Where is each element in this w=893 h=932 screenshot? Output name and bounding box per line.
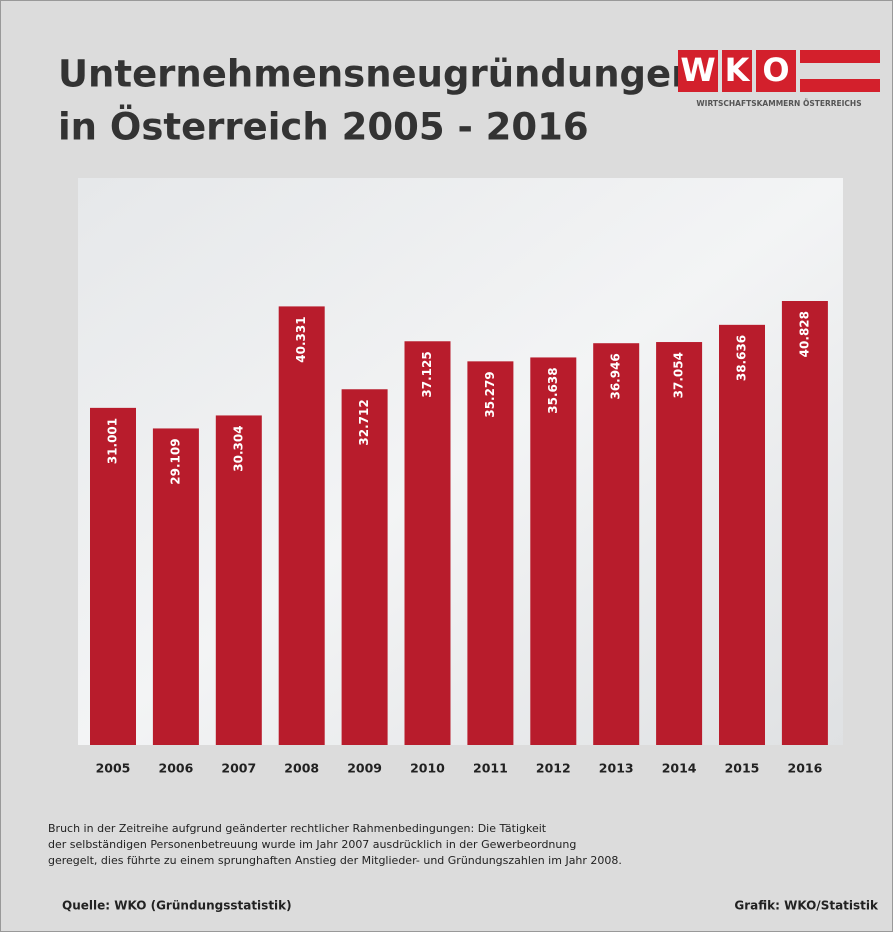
value-label: 37.054 (672, 352, 686, 398)
x-tick-label: 2011 (473, 761, 508, 776)
x-tick-label: 2006 (159, 761, 194, 776)
value-label: 35.279 (483, 371, 497, 417)
bar (405, 341, 451, 745)
x-tick-label: 2009 (347, 761, 382, 776)
bar (656, 342, 702, 745)
value-label: 31.001 (106, 418, 120, 464)
value-label: 29.109 (168, 438, 182, 484)
title-line: in Österreich 2005 - 2016 (58, 105, 589, 149)
bar (782, 301, 828, 745)
x-tick-label: 2007 (221, 761, 256, 776)
note-line: der selbständigen Personenbetreuung wurd… (48, 838, 576, 851)
logo-stripe (800, 79, 880, 92)
bar (467, 361, 513, 745)
logo-letter: K (725, 51, 751, 89)
x-tick-label: 2008 (284, 761, 319, 776)
logo-letter: W (680, 51, 715, 89)
x-tick-label: 2005 (96, 761, 131, 776)
logo-letter: O (762, 51, 789, 89)
x-tick-label: 2012 (536, 761, 571, 776)
credit: Grafik: WKO/Statistik (734, 899, 879, 913)
title-line: Unternehmensneugründungen (58, 53, 697, 96)
logo: W K O WIRTSCHAFTSKAMMERN ÖSTERREICHS (678, 50, 880, 108)
logo-subtitle: WIRTSCHAFTSKAMMERN ÖSTERREICHS (696, 99, 861, 108)
value-label: 32.712 (357, 399, 371, 445)
x-tick-label: 2016 (788, 761, 823, 776)
source: Quelle: WKO (Gründungsstatistik) (62, 899, 292, 913)
note-line: Bruch in der Zeitreihe aufgrund geändert… (48, 822, 547, 835)
bar (593, 343, 639, 745)
x-tick-label: 2014 (662, 761, 697, 776)
value-label: 30.304 (231, 425, 245, 471)
logo-stripe (800, 50, 880, 63)
value-label: 36.946 (609, 353, 623, 399)
value-label: 40.828 (797, 311, 811, 357)
x-tick-label: 2013 (599, 761, 634, 776)
x-tick-label: 2015 (725, 761, 760, 776)
value-label: 38.636 (735, 335, 749, 381)
bar (530, 357, 576, 745)
infographic: Unternehmensneugründungen in Österreich … (0, 0, 893, 932)
bar (719, 325, 765, 745)
value-label: 40.331 (294, 316, 308, 362)
note-line: geregelt, dies führte zu einem sprunghaf… (48, 854, 622, 867)
value-label: 35.638 (546, 367, 560, 413)
value-label: 37.125 (420, 351, 434, 397)
bar (279, 306, 325, 745)
x-tick-label: 2010 (410, 761, 445, 776)
